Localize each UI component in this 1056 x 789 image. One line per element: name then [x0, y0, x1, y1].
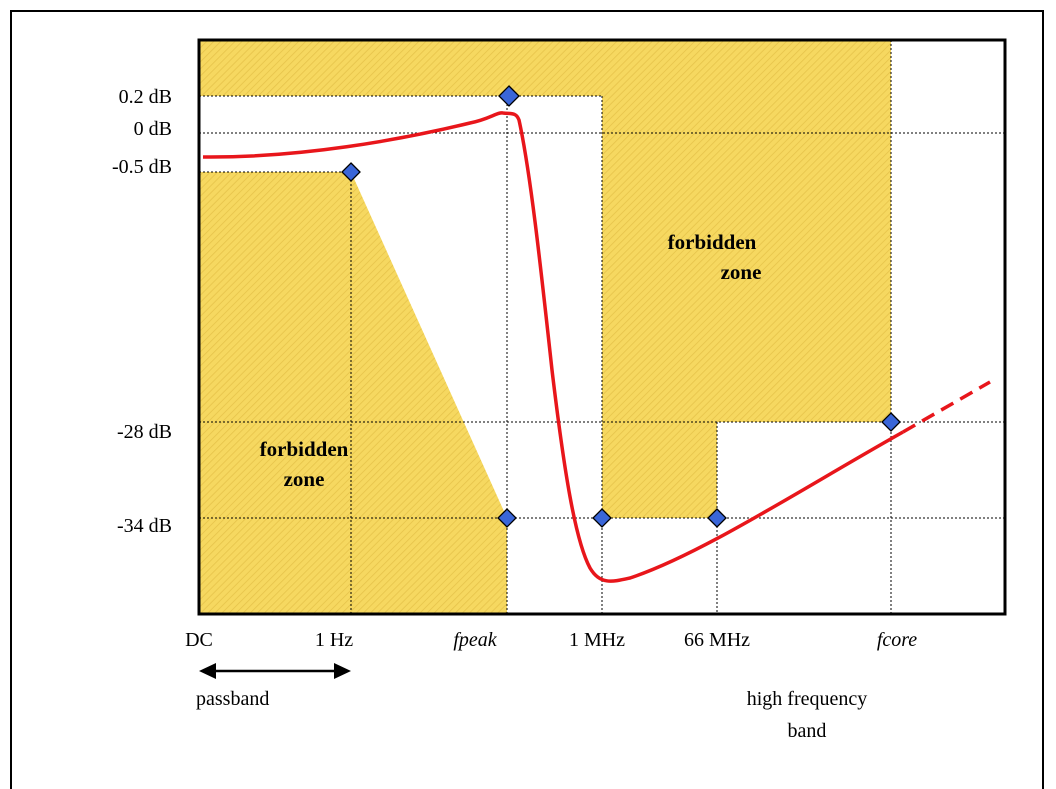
left-zone-label-line2: zone [284, 467, 325, 491]
y-tick-minus-0-5db: -0.5 dB [112, 156, 172, 178]
left-forbidden-zone [199, 172, 507, 614]
marker-fpeak-minus-34db [497, 508, 517, 528]
y-tick-0db: 0 dB [134, 118, 172, 140]
passband-arrow [199, 663, 351, 679]
marker-fpeak-0-2db [498, 85, 520, 107]
x-axis-labels: DC 1 Hz fpeak 1 MHz 66 MHz fcore [185, 629, 917, 651]
left-zone-label-line1: forbidden [260, 437, 349, 461]
passband-arrow-right-head [334, 663, 351, 679]
x-tick-1hz: 1 Hz [315, 629, 353, 651]
forbidden-zones [199, 40, 891, 614]
zone-labels: forbidden zone forbidden zone [260, 230, 762, 491]
x-tick-66mhz: 66 MHz [684, 629, 750, 651]
y-tick-minus-34db: -34 dB [117, 515, 172, 537]
right-zone-label-line1: forbidden [668, 230, 757, 254]
marker-fcore-minus-28db [881, 412, 901, 432]
marker-1hz-minus-0-5db [341, 162, 361, 182]
passband-label: passband [196, 688, 269, 710]
plot-border [197, 38, 1007, 616]
right-zone-label-line2: zone [721, 260, 762, 284]
response-curve [202, 111, 991, 583]
high-frequency-band-label-line1: high frequency [747, 688, 868, 710]
y-tick-0-2db: 0.2 dB [119, 86, 172, 108]
outer-frame [10, 10, 1044, 789]
band-labels: passband high frequency band [196, 688, 867, 742]
response-curve-extrapolation [902, 380, 991, 434]
x-tick-fpeak: fpeak [453, 629, 497, 651]
high-frequency-band-label-line2: band [788, 720, 827, 742]
response-curve-solid [202, 111, 904, 583]
y-axis-labels: 0.2 dB 0 dB -0.5 dB -28 dB -34 dB [112, 86, 172, 537]
spec-markers [341, 85, 901, 528]
marker-66mhz-minus-34db [707, 508, 727, 528]
y-tick-minus-28db: -28 dB [117, 421, 172, 443]
marker-1mhz-minus-34db [592, 508, 612, 528]
x-tick-fcore: fcore [877, 629, 917, 651]
passband-arrow-left-head [199, 663, 216, 679]
x-tick-dc: DC [185, 629, 213, 651]
top-forbidden-zone [199, 40, 891, 518]
x-tick-1mhz: 1 MHz [569, 629, 625, 651]
